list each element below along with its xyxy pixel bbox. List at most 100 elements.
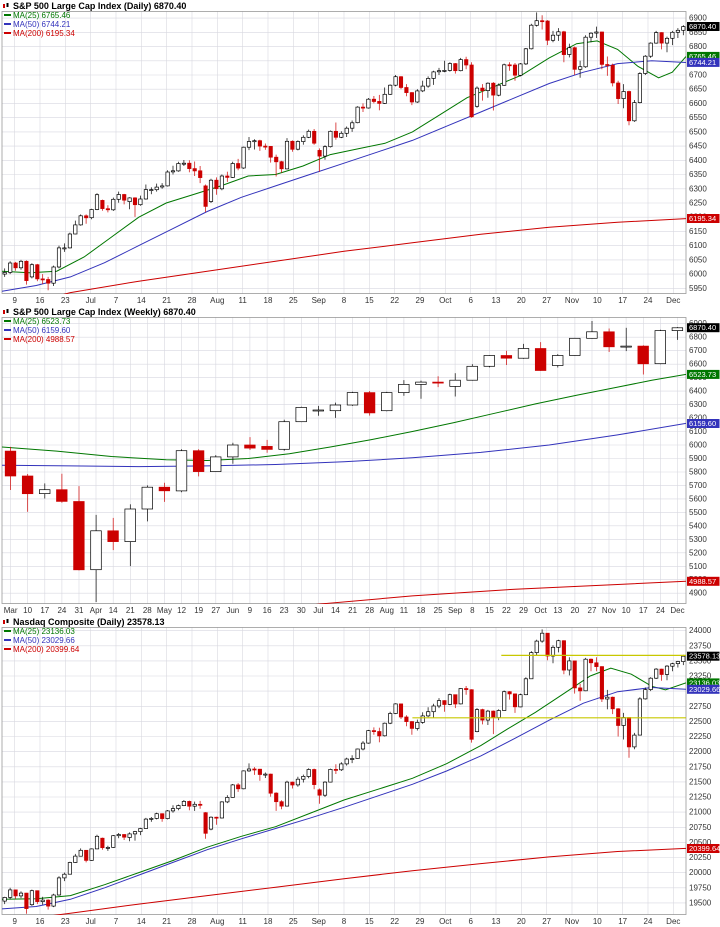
y-axis-label: 6850: [689, 28, 707, 37]
candle-up: [366, 730, 371, 744]
candle-down: [84, 849, 89, 861]
candle-down: [453, 63, 458, 72]
legend-ma200-label: MA(200) 20399.64: [13, 645, 80, 654]
candle-up: [594, 31, 599, 34]
y-axis-label: 20000: [689, 868, 712, 877]
y-axis-label: 22000: [689, 747, 712, 756]
y-axis-label: 24000: [689, 627, 712, 635]
candle-up: [263, 773, 268, 776]
candle-up: [111, 835, 116, 848]
candle-down: [453, 694, 458, 705]
candle-down: [317, 150, 322, 157]
x-axis-label: 25: [289, 296, 298, 305]
candle-up: [637, 698, 642, 736]
candle-up: [654, 330, 666, 365]
x-axis-label: Jul: [86, 296, 96, 305]
ma-line: [2, 422, 686, 468]
candle-down: [261, 446, 273, 450]
candle-up: [170, 808, 176, 812]
candle-up: [339, 763, 344, 771]
candle-down: [432, 381, 444, 384]
candle-up: [312, 409, 324, 412]
y-axis-label: 6200: [689, 414, 707, 423]
candle-up: [181, 162, 186, 165]
x-axis-label: 24: [644, 296, 653, 305]
candle-down: [398, 76, 404, 88]
y-axis-label: 6700: [689, 71, 707, 80]
y-axis-label: 6400: [689, 156, 707, 165]
candle-up: [670, 663, 675, 667]
candle-up: [94, 835, 100, 850]
candle-up: [388, 713, 393, 724]
x-axis-label: 19: [194, 606, 203, 615]
candle-down: [480, 709, 485, 721]
candle-down: [599, 666, 604, 700]
ma-line: [315, 580, 686, 604]
grid: [2, 627, 686, 915]
y-axis-label: 5300: [689, 535, 707, 544]
candle-down: [333, 130, 338, 138]
candle-down: [610, 696, 615, 710]
candle-up: [2, 897, 7, 902]
candle-up: [540, 632, 545, 642]
y-axis-label: 23250: [689, 672, 712, 681]
candle-up: [210, 456, 222, 472]
x-axis-label: 20: [517, 296, 526, 305]
price-marker-label: 23578.13: [689, 652, 720, 661]
candle-up: [306, 130, 311, 138]
candle-down: [545, 20, 550, 41]
x-axis-label: 21: [348, 606, 357, 615]
candle-down: [507, 64, 512, 67]
y-axis-label: 6900: [689, 14, 707, 23]
ma25-swatch-icon: [4, 630, 11, 632]
x-axis-label: 28: [365, 606, 374, 615]
candle-down: [588, 658, 594, 664]
y-axis-label: 6250: [689, 199, 707, 208]
ma25-swatch-icon: [4, 320, 11, 322]
y-axis-label: 6650: [689, 85, 707, 94]
x-axis-label: 24: [644, 917, 653, 926]
candle-up: [346, 392, 359, 406]
candle-down: [659, 32, 664, 44]
y-axis-label: 20750: [689, 823, 712, 832]
chart-header: S&P 500 Large Cap Index (Weekly) 6870.40: [0, 306, 720, 317]
candle-up: [654, 668, 659, 679]
x-axis-label: Dec: [666, 917, 680, 926]
x-axis-label: Aug: [210, 917, 224, 926]
candle-up: [496, 710, 501, 718]
y-axis-label: 6000: [689, 441, 707, 450]
candle-up: [485, 82, 490, 91]
candle-down: [252, 768, 257, 771]
candle-up: [458, 688, 463, 705]
ma-lines: [2, 373, 686, 604]
candle-down: [214, 179, 219, 190]
candle-up: [241, 146, 246, 169]
ma-lines: [2, 667, 686, 915]
candle-up: [208, 179, 214, 202]
price-marker: [687, 22, 720, 31]
candle-down: [500, 355, 513, 359]
candle-up: [632, 734, 637, 748]
candle-up: [301, 776, 306, 780]
candle-down: [268, 773, 273, 794]
price-marker-label: 23029.66: [689, 685, 720, 694]
x-axis-label: 18: [264, 296, 273, 305]
candle-up: [192, 803, 197, 807]
y-axis-label: 4900: [689, 589, 707, 598]
candle-down: [398, 703, 404, 718]
x-axis-label: 28: [188, 296, 197, 305]
candle-down: [616, 82, 621, 99]
x-axis-label: 20: [570, 606, 579, 615]
candle-down: [100, 837, 105, 849]
x-axis-label: Mar: [4, 606, 18, 615]
y-axis-label: 22250: [689, 732, 712, 741]
candle-down: [312, 769, 317, 785]
chart-header: S&P 500 Large Cap Index (Daily) 6870.40: [0, 0, 720, 11]
price-marker-label: 23136.03: [689, 678, 720, 687]
price-marker-label: 6744.21: [689, 58, 716, 67]
candle-up: [322, 146, 328, 157]
candlestick-chart-icon: [2, 618, 10, 626]
candle-up: [664, 37, 670, 44]
candle-up: [89, 848, 94, 861]
ma-line: [53, 847, 686, 915]
